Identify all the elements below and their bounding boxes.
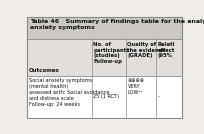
Text: No. of
participants
(studies)
Follow-up: No. of participants (studies) Follow-up: [93, 42, 130, 64]
Bar: [27, 76, 182, 118]
Text: ⊕⊕⊕⊕
VERY
LOW¹²: ⊕⊕⊕⊕ VERY LOW¹²: [128, 78, 144, 95]
Text: -: -: [157, 94, 159, 99]
Text: Table 46   Summary of findings table for the analysis of dati
anxiety symptoms: Table 46 Summary of findings table for t…: [30, 19, 204, 30]
Text: Relati
effect
(95%: Relati effect (95%: [157, 42, 175, 58]
Text: Outcomes: Outcomes: [29, 68, 60, 73]
Text: Social anxiety symptoms
(mental health)
assessed with: Social avoidance
and dist: Social anxiety symptoms (mental health) …: [29, 78, 110, 107]
Text: 25 (1 RCT): 25 (1 RCT): [93, 94, 120, 99]
Text: Quality of
the evidence
(GRADE): Quality of the evidence (GRADE): [128, 42, 166, 58]
Bar: [27, 17, 182, 39]
Bar: [27, 39, 182, 76]
